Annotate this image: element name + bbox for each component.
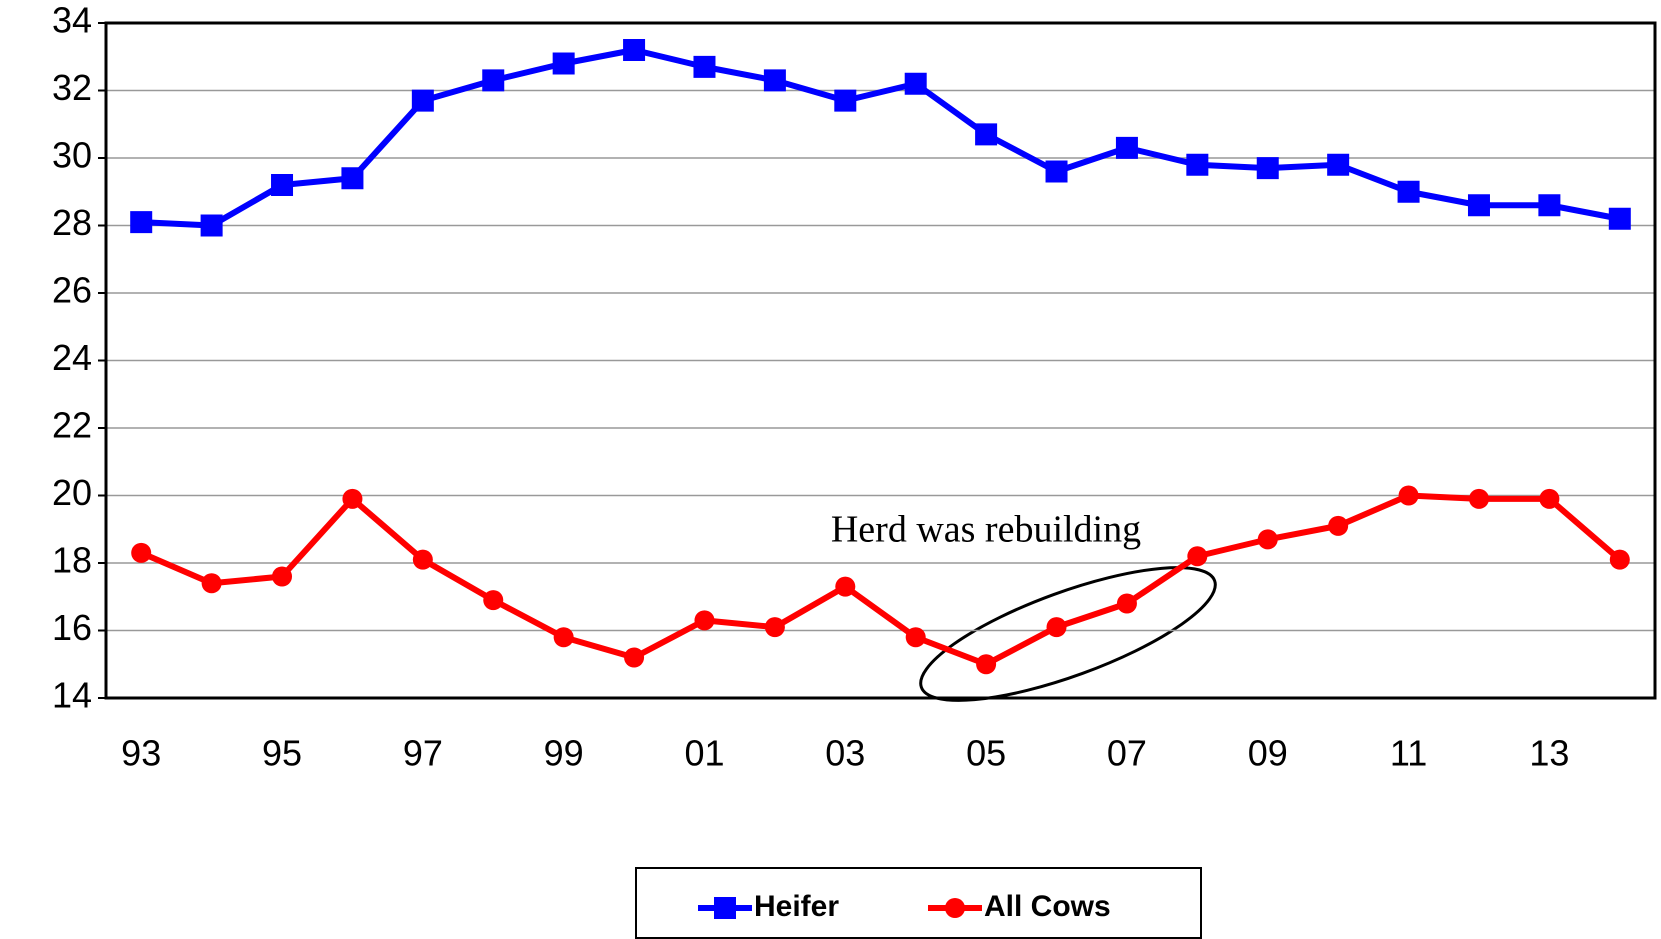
y-tick-label: 24	[52, 337, 92, 378]
y-tick-label: 28	[52, 202, 92, 243]
marker	[835, 576, 856, 597]
marker	[342, 488, 363, 509]
marker	[1467, 194, 1490, 217]
marker	[200, 214, 223, 237]
marker	[483, 590, 504, 611]
legend-marker	[714, 897, 736, 919]
marker	[976, 654, 997, 675]
y-tick-label: 14	[52, 675, 92, 716]
marker	[834, 89, 857, 112]
x-tick-label: 03	[825, 733, 865, 774]
marker	[1045, 160, 1068, 183]
x-tick-label: 99	[544, 733, 584, 774]
marker	[131, 542, 152, 563]
marker	[764, 617, 785, 638]
marker	[904, 72, 927, 95]
legend-label: All Cows	[984, 890, 1111, 923]
marker	[694, 610, 715, 631]
y-tick-label: 26	[52, 270, 92, 311]
marker	[130, 211, 153, 234]
x-tick-label: 07	[1107, 733, 1147, 774]
marker	[1609, 549, 1630, 570]
marker	[1539, 488, 1560, 509]
x-tick-label: 93	[121, 733, 161, 774]
y-tick-label: 30	[52, 135, 92, 176]
marker	[1608, 207, 1631, 230]
marker	[623, 39, 646, 61]
marker	[1115, 136, 1138, 159]
marker	[553, 627, 574, 648]
marker	[1397, 180, 1420, 203]
marker	[1186, 153, 1209, 176]
marker	[552, 52, 575, 75]
marker	[1327, 153, 1350, 176]
annotation: Herd was rebuilding	[831, 509, 1141, 551]
marker	[1116, 593, 1137, 614]
marker	[271, 174, 294, 196]
marker	[482, 69, 505, 92]
x-tick-label: 11	[1390, 733, 1427, 774]
y-tick-label: 16	[52, 607, 92, 648]
y-tick-label: 34	[52, 0, 92, 41]
marker	[1257, 529, 1278, 550]
y-tick-label: 32	[52, 67, 92, 108]
x-tick-label: 97	[403, 733, 443, 774]
x-tick-label: 95	[262, 733, 302, 774]
marker	[1256, 157, 1279, 180]
marker	[1328, 515, 1349, 536]
marker	[624, 647, 645, 668]
y-tick-label: 20	[52, 472, 92, 513]
marker	[1046, 617, 1067, 638]
marker	[905, 627, 926, 648]
marker	[201, 573, 222, 594]
marker	[412, 549, 433, 570]
marker	[975, 123, 998, 146]
plot-frame	[104, 21, 1657, 700]
marker	[341, 167, 364, 190]
marker	[763, 69, 786, 92]
y-tick-label: 18	[52, 540, 92, 581]
x-tick-label: 05	[966, 733, 1006, 774]
marker	[1398, 485, 1419, 506]
legend-label: Heifer	[754, 890, 839, 923]
marker	[1187, 546, 1208, 567]
marker	[272, 566, 293, 587]
marker	[693, 55, 716, 78]
legend-marker	[945, 898, 965, 918]
marker	[1468, 488, 1489, 509]
x-tick-label: 01	[684, 733, 724, 774]
marker	[411, 89, 434, 112]
x-tick-label: 13	[1529, 733, 1569, 774]
series-line	[140, 492, 1622, 668]
series-line	[141, 47, 1621, 229]
annotation-ellipse	[919, 566, 1217, 702]
marker	[1538, 194, 1561, 217]
x-tick-label: 09	[1248, 733, 1288, 774]
y-tick-label: 22	[52, 405, 92, 446]
